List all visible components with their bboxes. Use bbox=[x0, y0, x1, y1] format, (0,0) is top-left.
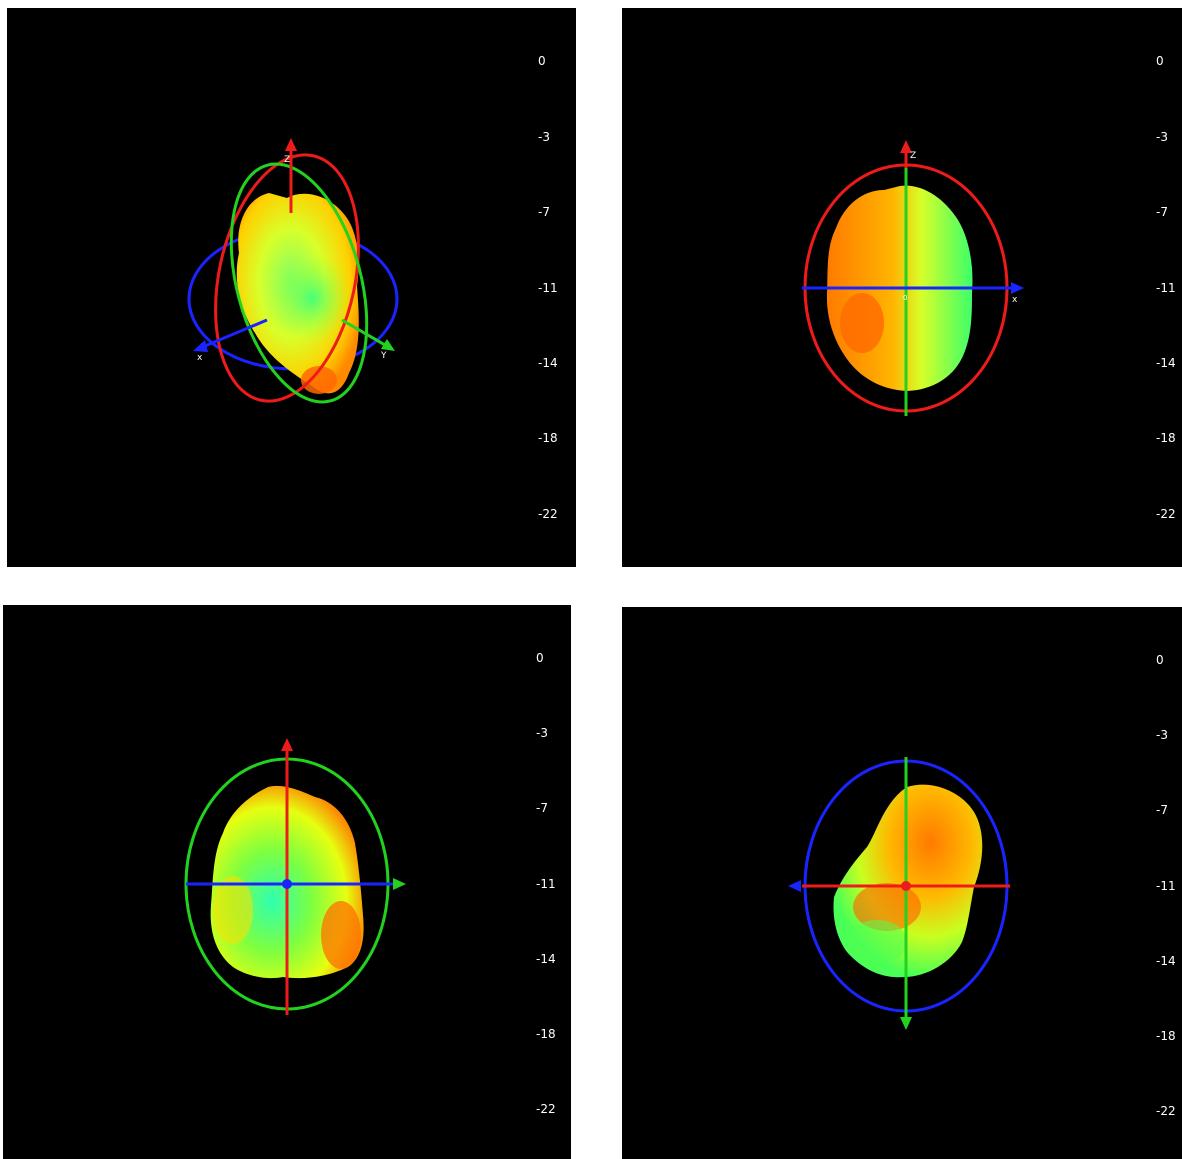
scale-tick: -22 bbox=[536, 1102, 556, 1116]
scale-tick: -18 bbox=[536, 1027, 556, 1041]
pattern-lobe bbox=[853, 883, 921, 931]
scale-tick: -11 bbox=[538, 281, 558, 295]
scale-tick: -18 bbox=[1156, 431, 1176, 445]
z-axis-label: Z bbox=[284, 155, 290, 165]
gain-scale: 0 -3 -7 -11 -14 -18 -22 bbox=[538, 8, 576, 567]
y-axis-arrow bbox=[788, 880, 801, 892]
pattern-panel-front: Z x 0 0 -3 -7 -11 -14 -18 -22 bbox=[622, 8, 1182, 567]
x-axis-arrow bbox=[281, 738, 293, 751]
front-plot: Z x 0 bbox=[802, 140, 1024, 416]
top-plot bbox=[184, 738, 406, 1015]
pattern-panel-isometric: Z x Y 0 -3 -7 -11 -14 -18 -22 bbox=[7, 8, 576, 567]
scale-tick: -14 bbox=[538, 356, 558, 370]
scale-tick: -22 bbox=[1156, 507, 1176, 521]
side-plot bbox=[788, 757, 1010, 1030]
scale-tick: -18 bbox=[538, 431, 558, 445]
x-axis-arrow bbox=[193, 340, 208, 352]
scale-tick: -7 bbox=[536, 801, 548, 815]
scale-tick: 0 bbox=[536, 651, 544, 665]
x-axis-arrow bbox=[1011, 282, 1024, 294]
gain-scale: 0 -3 -7 -11 -14 -18 -22 bbox=[1156, 8, 1182, 567]
x-axis-label: x bbox=[1012, 295, 1018, 305]
scale-tick: -3 bbox=[1156, 130, 1168, 144]
y-axis bbox=[341, 318, 386, 347]
scale-tick: -3 bbox=[538, 130, 550, 144]
scale-tick: -14 bbox=[1156, 356, 1176, 370]
pattern-lobe bbox=[840, 293, 884, 353]
scale-tick: 0 bbox=[1156, 653, 1164, 667]
z-axis-label: Z bbox=[910, 151, 916, 161]
pattern-lobe bbox=[847, 920, 907, 964]
yz-plane-ring bbox=[229, 162, 369, 404]
z-axis-point bbox=[282, 879, 292, 889]
scale-tick: -14 bbox=[1156, 954, 1176, 968]
scale-tick: -14 bbox=[536, 952, 556, 966]
pattern-panel-top: 0 -3 -7 -11 -14 -18 -22 bbox=[3, 605, 571, 1159]
scale-tick: -22 bbox=[538, 507, 558, 521]
z-axis-arrow bbox=[900, 1017, 912, 1030]
y-axis-label: Y bbox=[380, 351, 387, 361]
scale-tick: -7 bbox=[538, 205, 550, 219]
scale-tick: -11 bbox=[1156, 281, 1176, 295]
scale-tick: -7 bbox=[1156, 205, 1168, 219]
pattern-lobe bbox=[301, 366, 337, 394]
origin-label: 0 bbox=[903, 294, 907, 302]
z-axis-arrow bbox=[900, 140, 912, 153]
z-axis-arrow bbox=[285, 138, 297, 151]
scale-tick: -18 bbox=[1156, 1029, 1176, 1043]
isometric-plot: Z x Y bbox=[187, 138, 399, 404]
gain-scale: 0 -3 -7 -11 -14 -18 -22 bbox=[1156, 607, 1182, 1159]
y-axis-arrow bbox=[393, 878, 406, 890]
scale-tick: 0 bbox=[538, 54, 546, 68]
xz-plane-ring bbox=[214, 153, 360, 403]
scale-tick: -3 bbox=[536, 726, 548, 740]
scale-tick: -11 bbox=[536, 877, 556, 891]
pattern-lobe bbox=[321, 901, 361, 969]
x-axis-label: x bbox=[197, 353, 203, 363]
scale-tick: -7 bbox=[1156, 803, 1168, 817]
x-axis-point bbox=[901, 881, 911, 891]
pattern-panel-side: 0 -3 -7 -11 -14 -18 -22 bbox=[622, 607, 1182, 1159]
x-axis bbox=[204, 318, 268, 348]
scale-tick: 0 bbox=[1156, 54, 1164, 68]
scale-tick: -3 bbox=[1156, 728, 1168, 742]
pattern-lobe bbox=[272, 253, 352, 343]
pattern-lobe bbox=[213, 876, 253, 944]
scale-tick: -22 bbox=[1156, 1104, 1176, 1118]
y-axis-arrow bbox=[381, 339, 395, 351]
scale-tick: -11 bbox=[1156, 879, 1176, 893]
gain-scale: 0 -3 -7 -11 -14 -18 -22 bbox=[536, 605, 571, 1159]
